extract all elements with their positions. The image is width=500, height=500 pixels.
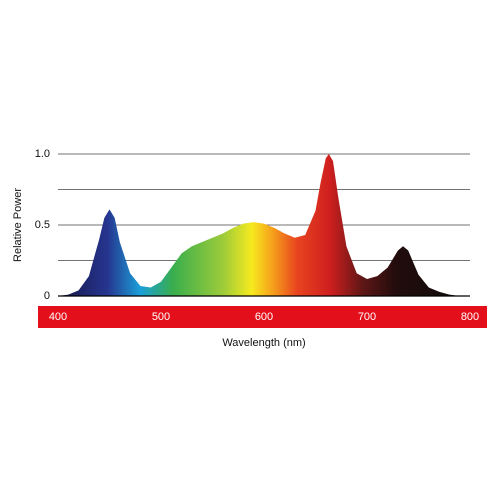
- y-axis-label: Relative Power: [12, 188, 24, 262]
- x-tick-label: 500: [152, 311, 170, 323]
- y-tick-label: 0.5: [35, 219, 50, 231]
- y-tick-label: 1.0: [35, 148, 50, 160]
- spectrum-area: [58, 154, 470, 296]
- x-axis-label: Wavelength (nm): [222, 337, 305, 349]
- x-tick-label: 700: [358, 311, 376, 323]
- x-tick-label: 600: [255, 311, 273, 323]
- x-axis-band: [38, 306, 487, 328]
- x-tick-label: 800: [461, 311, 479, 323]
- y-tick-label: 0: [44, 290, 50, 302]
- x-tick-label: 400: [49, 311, 67, 323]
